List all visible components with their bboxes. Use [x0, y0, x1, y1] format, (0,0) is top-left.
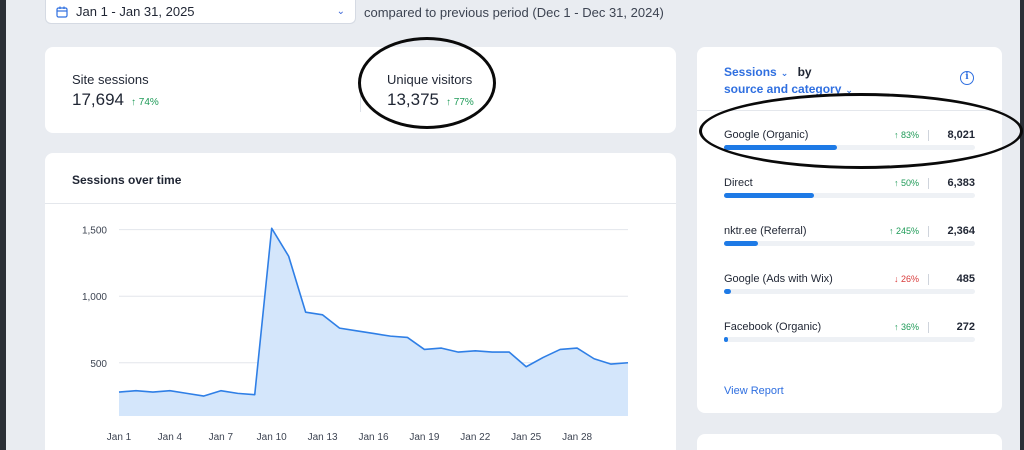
source-name: nktr.ee (Referral) [724, 225, 807, 237]
y-tick-label: 1,500 [82, 226, 107, 237]
arrow-up-icon: ↑ [893, 178, 899, 188]
source-value: 8,021 [947, 129, 975, 141]
metric-selector[interactable]: Sessions ⌄ [724, 65, 788, 79]
source-change: ↑ 245% [889, 226, 919, 236]
by-label: by [797, 65, 812, 79]
chevron-down-icon: ⌄ [845, 85, 853, 95]
divider [45, 203, 676, 204]
x-tick-label: Jan 4 [158, 432, 183, 443]
arrow-up-icon: ↑ [131, 97, 136, 108]
arrow-up-icon: ↑ [893, 130, 899, 140]
source-row-direct[interactable]: Direct ↑ 50% 6,383 [724, 177, 975, 213]
arrow-up-icon: ↑ [446, 97, 451, 108]
kpi-change-value: 77% [453, 97, 474, 108]
source-bar-fill [724, 193, 815, 198]
area-fill [119, 228, 628, 416]
date-range-picker[interactable]: Jan 1 - Jan 31, 2025 ⌄ [45, 0, 356, 24]
source-bar-fill [724, 337, 729, 342]
kpi-label: Site sessions [72, 72, 149, 87]
source-name: Google (Organic) [724, 129, 809, 141]
compare-text: compared to previous period (Dec 1 - Dec… [364, 5, 664, 20]
divider [928, 322, 929, 333]
series-line [118, 227, 629, 397]
x-tick-label: Jan 28 [562, 432, 592, 443]
source-change: ↑ 50% [894, 178, 919, 188]
divider [928, 130, 929, 141]
sources-header: Sessions ⌄ by source and category ⌄ [724, 64, 853, 98]
source-change: ↑ 36% [894, 322, 919, 332]
right-edge [1020, 0, 1024, 450]
view-report-link[interactable]: View Report [724, 385, 784, 397]
source-row-google-organic[interactable]: Google (Organic) ↑ 83% 8,021 [724, 129, 975, 165]
x-tick-label: Jan 13 [308, 432, 338, 443]
source-change-value: 83% [900, 130, 919, 140]
kpi-label: Unique visitors [387, 72, 473, 87]
x-tick-label: Jan 10 [257, 432, 287, 443]
divider [928, 226, 929, 237]
kpi-site-sessions[interactable]: Site sessions 17,694 ↑ 74% [72, 72, 159, 110]
arrow-up-icon: ↑ [888, 226, 894, 236]
dimension-label: source and category [724, 82, 842, 96]
chevron-down-icon: ⌄ [336, 6, 345, 17]
arrow-down-icon: ↓ [893, 274, 899, 284]
source-bar-fill [724, 241, 758, 246]
source-change-value: 26% [900, 274, 919, 284]
x-tick-label: Jan 19 [409, 432, 439, 443]
info-icon[interactable]: i [960, 71, 974, 85]
kpi-unique-visitors[interactable]: Unique visitors 13,375 ↑ 77% [387, 72, 474, 110]
x-tick-label: Jan 1 [107, 432, 132, 443]
divider [928, 274, 929, 285]
kpi-card: Site sessions 17,694 ↑ 74% Unique visito… [45, 37, 676, 133]
arrow-up-icon: ↑ [893, 322, 899, 332]
kpi-change: ↑ 74% [131, 97, 159, 108]
source-name: Facebook (Organic) [724, 321, 822, 333]
chart-title: Sessions over time [72, 173, 182, 187]
source-value: 6,383 [947, 177, 975, 189]
kpi-value: 13,375 [387, 90, 439, 109]
sessions-area-chart[interactable]: 500 1,000 1,500 Jan 1 Jan 4 Jan 7 Jan 10 Jan 13… [45, 153, 676, 450]
source-change-value: 50% [900, 178, 919, 188]
source-bar-track [724, 241, 975, 246]
x-tick-label: Jan 25 [511, 432, 541, 443]
kpi-change: ↑ 77% [446, 97, 474, 108]
divider [697, 110, 1002, 111]
source-change: ↑ 83% [894, 130, 919, 140]
source-value: 272 [956, 321, 975, 333]
x-tick-label: Jan 22 [460, 432, 490, 443]
kpi-change-value: 74% [138, 97, 159, 108]
source-bar-fill [724, 145, 837, 150]
kpi-value: 17,694 [72, 90, 124, 109]
source-bar-track [724, 145, 975, 150]
source-row-nktr-referral[interactable]: nktr.ee (Referral) ↑ 245% 2,364 [724, 225, 975, 261]
date-range-label: Jan 1 - Jan 31, 2025 [76, 4, 195, 19]
source-bar-track [724, 337, 975, 342]
y-tick-label: 500 [90, 359, 107, 370]
divider [928, 178, 929, 189]
source-change: ↓ 26% [894, 274, 919, 284]
calendar-icon [56, 6, 68, 18]
x-tick-label: Jan 7 [209, 432, 234, 443]
source-change-value: 36% [900, 322, 919, 332]
chevron-down-icon: ⌄ [780, 68, 789, 78]
source-name: Google (Ads with Wix) [724, 273, 833, 285]
source-name: Direct [724, 177, 753, 189]
source-change-value: 245% [895, 226, 919, 236]
source-value: 485 [956, 273, 975, 285]
source-value: 2,364 [947, 225, 975, 237]
x-tick-label: Jan 16 [358, 432, 388, 443]
kpi-divider [360, 92, 361, 112]
source-row-google-ads[interactable]: Google (Ads with Wix) ↓ 26% 485 [724, 273, 975, 309]
source-bar-fill [724, 289, 732, 294]
dimension-selector[interactable]: source and category ⌄ [724, 82, 853, 96]
sessions-chart-card: Sessions over time 500 1,000 1,500 Jan 1 Jan… [45, 153, 676, 450]
source-bar-track [724, 289, 975, 294]
sources-card: Sessions ⌄ by source and category ⌄ i Goog… [697, 47, 1023, 413]
next-card [697, 434, 1002, 450]
sidebar-edge [0, 0, 6, 450]
y-tick-label: 1,000 [82, 292, 107, 303]
source-row-facebook-organic[interactable]: Facebook (Organic) ↑ 36% 272 [724, 321, 975, 357]
metric-label: Sessions [724, 65, 777, 79]
source-bar-track [724, 193, 975, 198]
